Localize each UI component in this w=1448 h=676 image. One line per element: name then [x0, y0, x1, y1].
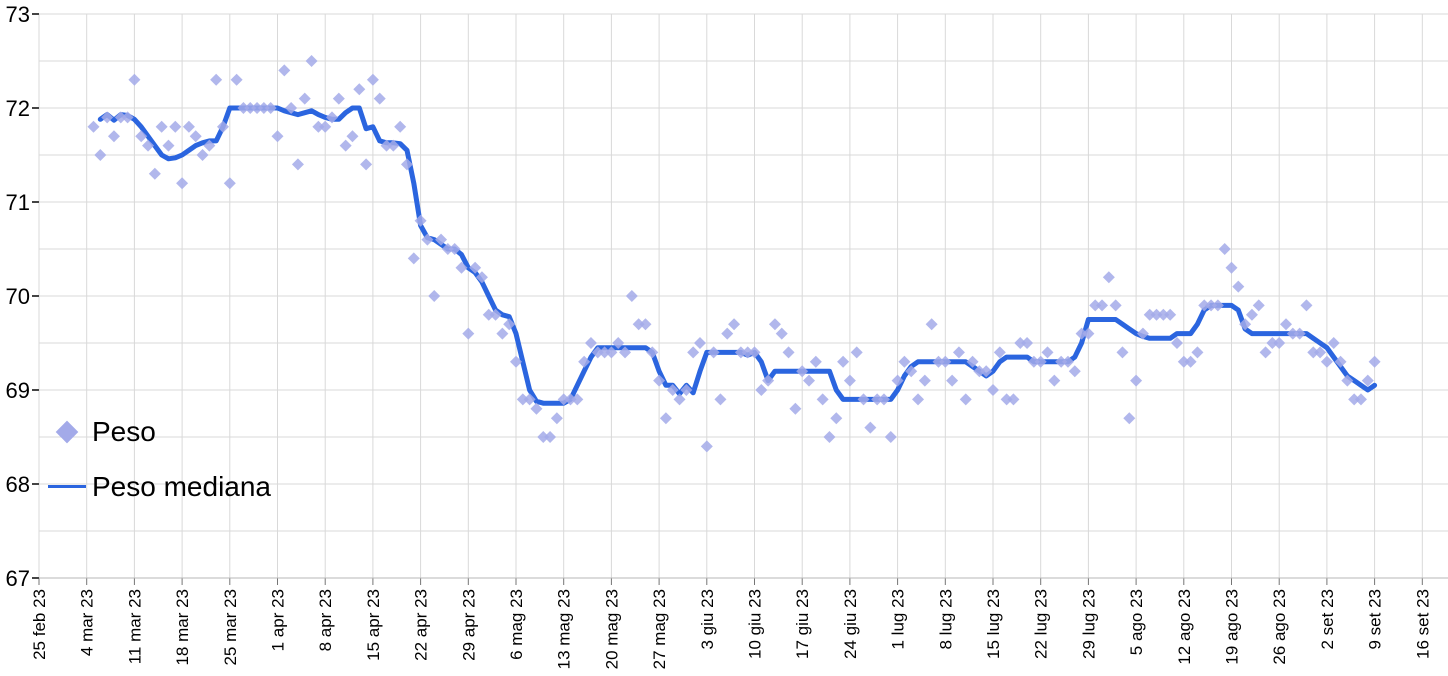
svg-text:3 giu 23: 3 giu 23 [698, 589, 717, 650]
svg-text:1 apr 23: 1 apr 23 [269, 589, 288, 651]
svg-text:17 giu 23: 17 giu 23 [793, 589, 812, 659]
svg-text:69: 69 [6, 378, 30, 403]
svg-text:8 lug 23: 8 lug 23 [936, 589, 955, 650]
legend-swatch-box [46, 485, 88, 488]
svg-text:68: 68 [6, 472, 30, 497]
svg-text:22 apr 23: 22 apr 23 [412, 589, 431, 661]
chart-legend: Peso Peso mediana [46, 413, 271, 505]
svg-text:15 lug 23: 15 lug 23 [984, 589, 1003, 659]
svg-text:13 mag 23: 13 mag 23 [555, 589, 574, 669]
svg-text:8 apr 23: 8 apr 23 [316, 589, 335, 651]
svg-text:6 mag 23: 6 mag 23 [507, 589, 526, 660]
svg-text:25 mar 23: 25 mar 23 [221, 589, 240, 666]
legend-item-peso-mediana: Peso mediana [46, 468, 271, 505]
svg-text:5 ago 23: 5 ago 23 [1127, 589, 1146, 655]
legend-label-peso: Peso [92, 415, 156, 447]
svg-text:18 mar 23: 18 mar 23 [173, 589, 192, 666]
svg-text:25 feb 23: 25 feb 23 [30, 589, 49, 660]
svg-text:24 giu 23: 24 giu 23 [841, 589, 860, 659]
svg-text:72: 72 [6, 96, 30, 121]
svg-text:71: 71 [6, 190, 30, 215]
line-marker-icon [48, 485, 86, 488]
svg-text:15 apr 23: 15 apr 23 [364, 589, 383, 661]
svg-text:16 set 23: 16 set 23 [1413, 589, 1432, 659]
legend-label-peso-mediana: Peso mediana [92, 470, 272, 502]
svg-text:4 mar 23: 4 mar 23 [78, 589, 97, 656]
svg-text:20 mag 23: 20 mag 23 [602, 589, 621, 669]
svg-text:73: 73 [6, 2, 30, 27]
legend-swatch-box [46, 420, 88, 443]
diamond-marker-icon [55, 420, 79, 443]
svg-text:1 lug 23: 1 lug 23 [889, 589, 908, 650]
svg-text:26 ago 23: 26 ago 23 [1270, 589, 1289, 665]
svg-text:19 ago 23: 19 ago 23 [1223, 589, 1242, 665]
svg-text:70: 70 [6, 284, 30, 309]
svg-text:10 giu 23: 10 giu 23 [746, 589, 765, 659]
svg-text:27 mag 23: 27 mag 23 [650, 589, 669, 669]
svg-text:2 set 23: 2 set 23 [1318, 589, 1337, 650]
svg-text:67: 67 [6, 566, 30, 591]
svg-text:29 lug 23: 29 lug 23 [1079, 589, 1098, 659]
svg-text:9 set 23: 9 set 23 [1366, 589, 1385, 650]
legend-item-peso: Peso [46, 413, 271, 450]
svg-text:11 mar 23: 11 mar 23 [125, 589, 144, 664]
svg-text:29 apr 23: 29 apr 23 [459, 589, 478, 661]
svg-text:12 ago 23: 12 ago 23 [1175, 589, 1194, 665]
svg-text:22 lug 23: 22 lug 23 [1032, 589, 1051, 659]
